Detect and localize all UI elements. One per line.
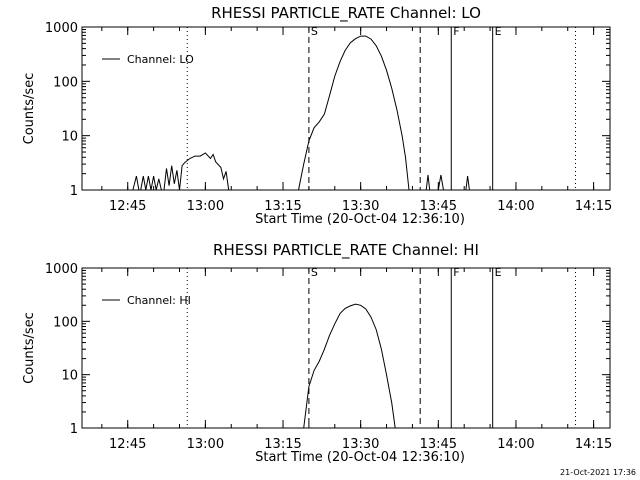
x-tick-label: 12:45 bbox=[109, 199, 146, 214]
series bbox=[303, 303, 396, 429]
y-axis: 1 10 100 1000 bbox=[45, 21, 610, 199]
y-axis-label: Counts/sec bbox=[22, 73, 37, 145]
x-tick-label: 13:45 bbox=[420, 199, 457, 214]
x-axis: 12:45 13:00 13:15 13:30 13:45 14:00 14:15 bbox=[101, 268, 612, 452]
x-tick-label: 14:15 bbox=[575, 199, 612, 214]
plot-frame bbox=[81, 26, 611, 191]
x-tick-label: 14:00 bbox=[497, 437, 534, 452]
legend-label: Channel: LO bbox=[127, 53, 194, 66]
x-tick-label: 13:15 bbox=[264, 437, 301, 452]
y-axis-label: Counts/sec bbox=[22, 312, 37, 384]
panel-1: RHESSI PARTICLE_RATE Channel: LO 1 10 100 10… bbox=[22, 4, 612, 227]
series bbox=[132, 35, 470, 191]
x-tick-label: 13:45 bbox=[420, 437, 457, 452]
y-tick-label: 1000 bbox=[45, 21, 78, 36]
legend: Channel: HI bbox=[102, 294, 191, 307]
x-tick-label: 13:00 bbox=[187, 437, 224, 452]
chart-title: RHESSI PARTICLE_RATE Channel: HI bbox=[213, 241, 479, 260]
marker-label-s: S bbox=[311, 25, 318, 38]
marker-label-e: E bbox=[495, 266, 502, 279]
x-axis: 12:45 13:00 13:15 13:30 13:45 14:00 14:15 bbox=[101, 27, 612, 214]
x-tick-label: 13:15 bbox=[264, 199, 301, 214]
y-axis: 1 10 100 1000 bbox=[45, 262, 610, 437]
marker-label-s: S bbox=[311, 266, 318, 279]
x-axis-label: Start Time (20-Oct-04 12:36:10) bbox=[255, 212, 465, 227]
plot-frame bbox=[81, 267, 611, 429]
x-tick-label: 14:15 bbox=[575, 437, 612, 452]
x-tick-label: 13:30 bbox=[342, 437, 379, 452]
y-tick-label: 100 bbox=[53, 75, 78, 90]
legend-label: Channel: HI bbox=[127, 294, 191, 307]
y-tick-label: 100 bbox=[53, 315, 78, 330]
series-line bbox=[437, 174, 444, 191]
series-line bbox=[163, 152, 230, 191]
x-tick-label: 12:45 bbox=[109, 437, 146, 452]
series-line bbox=[425, 174, 431, 191]
footer-timestamp: 21-Oct-2021 17:36 bbox=[560, 468, 636, 477]
series-line bbox=[465, 176, 470, 191]
marker-label-f: F bbox=[453, 266, 459, 279]
x-tick-label: 14:00 bbox=[497, 199, 534, 214]
y-tick-label: 10 bbox=[61, 130, 78, 145]
y-tick-label: 1 bbox=[70, 422, 78, 437]
x-axis-label: Start Time (20-Oct-04 12:36:10) bbox=[255, 450, 465, 465]
chart-title: RHESSI PARTICLE_RATE Channel: LO bbox=[211, 4, 481, 23]
series-line bbox=[303, 303, 396, 429]
series-line bbox=[140, 176, 162, 191]
series-line bbox=[298, 35, 410, 191]
series-line bbox=[132, 175, 140, 191]
marker-label-e: E bbox=[495, 25, 502, 38]
panel-2: RHESSI PARTICLE_RATE Channel: HI 1 10 100 10… bbox=[22, 241, 612, 465]
x-tick-label: 13:00 bbox=[187, 199, 224, 214]
y-tick-label: 1000 bbox=[45, 262, 78, 277]
y-tick-label: 1 bbox=[70, 184, 78, 199]
y-tick-label: 10 bbox=[61, 369, 78, 384]
legend: Channel: LO bbox=[102, 53, 194, 66]
marker-label-f: F bbox=[453, 25, 459, 38]
x-tick-label: 13:30 bbox=[342, 199, 379, 214]
